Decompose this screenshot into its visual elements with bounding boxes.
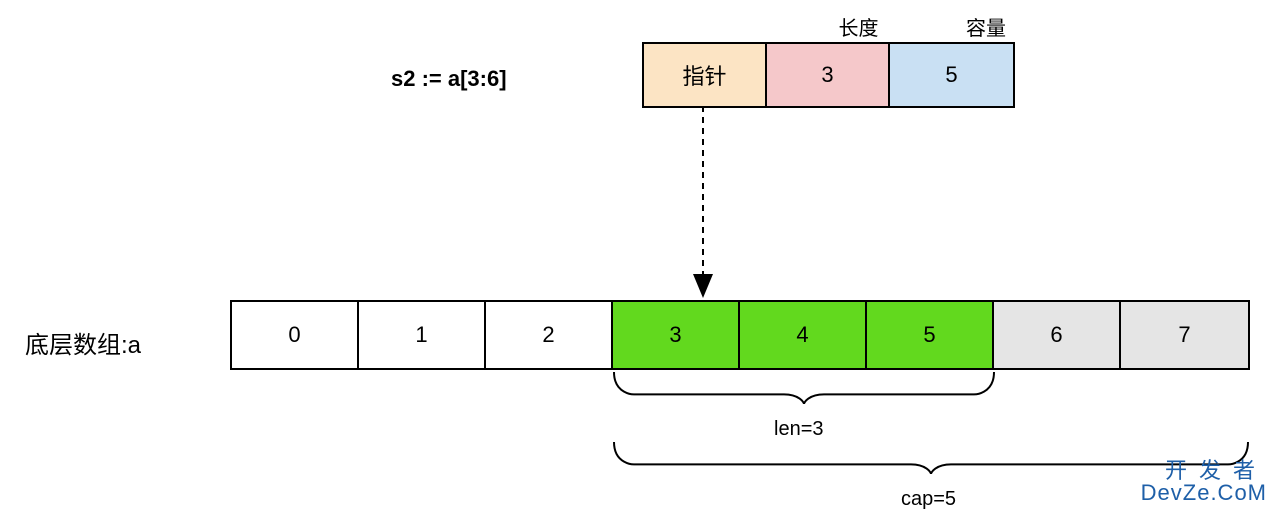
watermark: 开发者 DevZe.CoM — [1141, 460, 1267, 504]
array-cell-4: 4 — [740, 302, 867, 368]
array-cell-7: 7 — [1121, 302, 1248, 368]
array-cell-5: 5 — [867, 302, 994, 368]
pointer-arrow-svg — [0, 0, 1277, 510]
array-cell-1: 1 — [359, 302, 486, 368]
underlying-array-label: 底层数组:a — [25, 325, 141, 360]
array-cell-2: 2 — [486, 302, 613, 368]
len-brace-label: len=3 — [774, 418, 824, 441]
array-cell-6: 6 — [994, 302, 1121, 368]
watermark-line1: 开发者 — [1141, 460, 1267, 482]
cap-brace-label: cap=5 — [901, 488, 956, 511]
underlying-array: 01234567 — [230, 300, 1250, 370]
array-cell-3: 3 — [613, 302, 740, 368]
array-cell-0: 0 — [232, 302, 359, 368]
watermark-line2: DevZe.CoM — [1141, 482, 1267, 504]
len-brace — [614, 372, 994, 404]
